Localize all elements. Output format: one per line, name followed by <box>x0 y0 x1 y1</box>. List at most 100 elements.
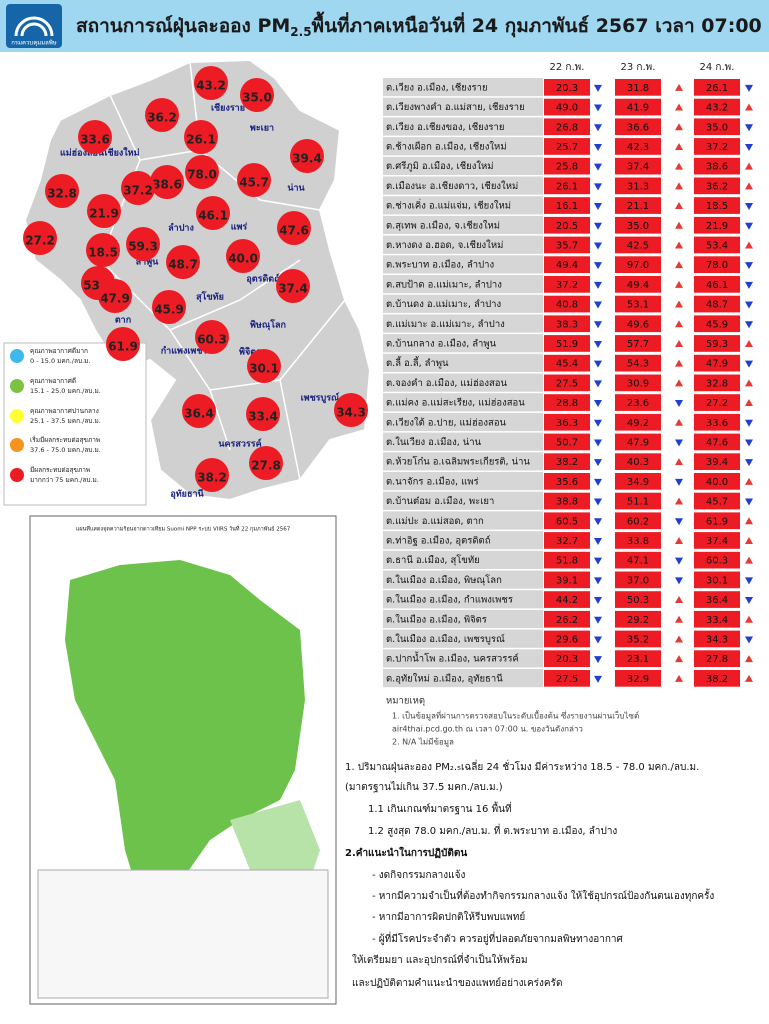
trend-down <box>745 360 753 368</box>
trend-up <box>675 674 683 682</box>
value-text: 38.2 <box>706 674 728 685</box>
map-value: 27.2 <box>25 234 55 248</box>
map-bubble <box>276 269 310 303</box>
value-cell <box>694 433 740 451</box>
value-cell <box>694 315 740 333</box>
value-cell <box>615 610 661 628</box>
value-text: 38.3 <box>556 319 578 330</box>
value-text: 32.9 <box>627 674 649 685</box>
value-text: 36.4 <box>706 595 728 606</box>
value-cell <box>615 315 661 333</box>
value-text: 53.4 <box>706 240 728 251</box>
station-cell <box>383 334 543 353</box>
value-cell <box>615 453 661 470</box>
value-text: 97.0 <box>627 260 649 271</box>
station-cell <box>383 491 543 510</box>
trend-up <box>745 674 753 682</box>
station-cell <box>383 590 543 609</box>
title-sub: 2.5 <box>290 25 311 39</box>
province-label: พะเยา <box>250 124 274 134</box>
value-cell <box>694 591 740 608</box>
value-text: 49.4 <box>556 260 578 271</box>
trend-up <box>675 497 683 505</box>
station-name: ต.เวียง อ.เมือง, เชียงราย <box>386 81 488 93</box>
value-text: 39.4 <box>706 457 728 468</box>
trend-up <box>675 615 683 623</box>
map-value: 38.6 <box>152 178 182 192</box>
map-value: 26.1 <box>186 133 216 147</box>
station-cell <box>383 255 543 274</box>
value-cell <box>615 512 661 530</box>
value-text: 26.8 <box>556 122 578 133</box>
value-text: 21.1 <box>627 201 649 212</box>
trend-down <box>594 656 602 664</box>
trend-down <box>675 518 683 526</box>
province-label: นครสวรรค์ <box>218 438 261 450</box>
station-cell <box>383 452 543 471</box>
station-cell <box>383 275 543 294</box>
value-text: 49.4 <box>627 280 649 291</box>
map-bubble <box>121 171 155 205</box>
trend-down <box>594 222 602 230</box>
value-cell <box>694 650 740 667</box>
value-cell <box>544 138 590 155</box>
province-label: ลำปาง <box>168 223 194 234</box>
station-name: ต.ท่าอิฐ อ.เมือง, อุตรดิตถ์ <box>386 534 491 546</box>
trend-down <box>745 203 753 211</box>
legend-label: คุณภาพอากาศดี <box>30 377 76 385</box>
station-cell <box>383 550 543 569</box>
legend-swatch <box>10 438 24 452</box>
station-cell <box>383 629 543 648</box>
map-value: 45.7 <box>239 176 269 190</box>
value-cell <box>694 276 740 293</box>
trend-down <box>594 340 602 348</box>
station-cell <box>383 117 543 136</box>
map-bubble <box>277 211 311 245</box>
value-text: 59.3 <box>706 339 728 350</box>
value-text: 35.0 <box>627 221 649 232</box>
trend-down <box>594 537 602 545</box>
trend-down <box>594 203 602 211</box>
value-cell <box>615 394 661 411</box>
value-text: 26.2 <box>556 615 578 626</box>
station-cell <box>383 511 543 530</box>
trend-down <box>594 321 602 329</box>
station-name: ต.ช่างเคิ่ง อ.แม่แจ่ม, เชียงใหม่ <box>386 199 511 212</box>
trend-up <box>675 339 683 347</box>
map-bubble <box>45 174 79 208</box>
summary-line: 1. ปริมาณฝุ่นละออง PM₂.₅เฉลี่ย 24 ชั่วโม… <box>345 759 699 773</box>
value-text: 37.4 <box>627 162 649 173</box>
trend-down <box>745 419 753 427</box>
summary-line: - ผู้ที่มีโรคประจำตัว ควรอยู่ที่ปลอดภัยจ… <box>372 931 623 945</box>
station-name: ต.จองคำ อ.เมือง, แม่ฮ่องสอน <box>386 378 507 389</box>
legend-swatch <box>10 409 24 423</box>
trend-up <box>745 339 753 347</box>
value-cell <box>544 591 590 608</box>
value-cell <box>615 216 661 234</box>
value-cell <box>694 630 740 648</box>
trend-up <box>745 556 753 564</box>
legend-label: เริ่มมีผลกระทบต่อสุขภาพ <box>30 435 100 444</box>
map-value: 34.3 <box>336 406 366 420</box>
summary-line: (มาตรฐานไม่เกิน 37.5 มคก./ลบ.ม.) <box>345 781 503 793</box>
value-cell <box>694 571 740 589</box>
trend-down <box>745 459 753 467</box>
trend-up <box>675 458 683 466</box>
station-cell <box>383 570 543 589</box>
value-text: 35.0 <box>706 122 728 133</box>
map-bubble <box>194 66 228 100</box>
value-text: 20.5 <box>556 221 578 232</box>
legend-panel <box>3 342 147 506</box>
trend-down <box>745 577 753 585</box>
map-bubble <box>195 458 229 492</box>
value-cell <box>694 374 740 392</box>
value-cell <box>615 571 661 589</box>
summary-line: และปฏิบัติตามคำแนะนำของแพทย์อย่างเคร่งคร… <box>352 977 562 989</box>
value-cell <box>615 650 661 667</box>
trend-up <box>675 300 683 308</box>
station-name: ต.แม่คง อ.แม่สะเรียง, แม่ฮ่องสอน <box>386 397 525 409</box>
station-name: ต.ศรีภูมิ อ.เมือง, เชียงใหม่ <box>386 160 494 172</box>
value-text: 36.2 <box>706 181 728 192</box>
value-cell <box>544 650 590 667</box>
value-text: 33.6 <box>706 418 728 429</box>
